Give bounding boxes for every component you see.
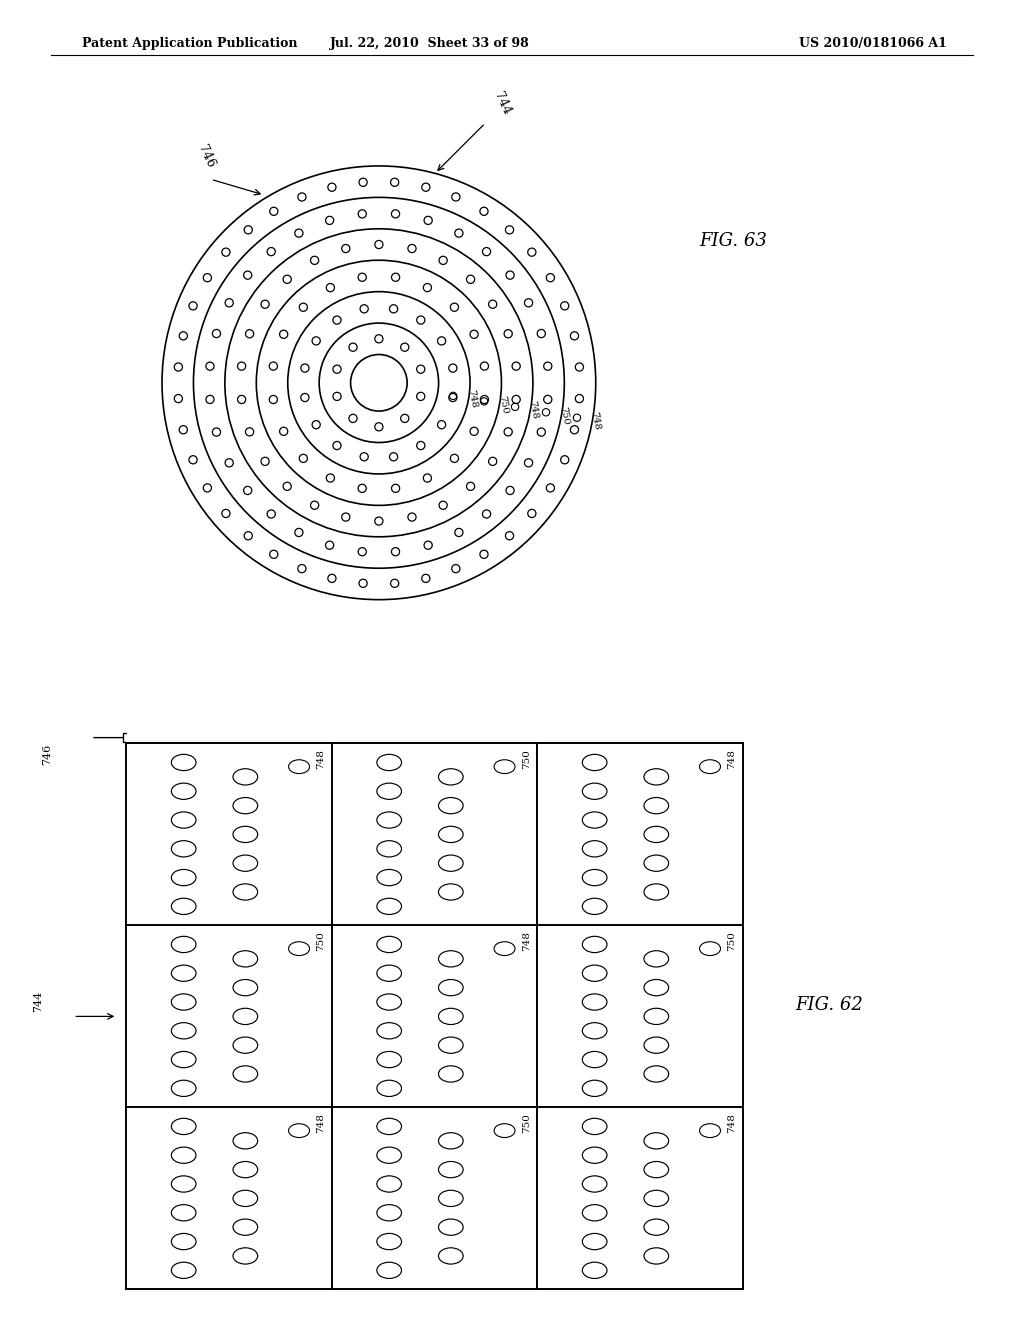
Text: Jul. 22, 2010  Sheet 33 of 98: Jul. 22, 2010 Sheet 33 of 98 <box>330 37 530 50</box>
Text: FIG. 62: FIG. 62 <box>796 995 863 1014</box>
Text: 750: 750 <box>522 1113 531 1133</box>
Bar <box>126 743 742 1290</box>
Text: 750: 750 <box>497 395 509 414</box>
Text: 746: 746 <box>42 743 52 764</box>
Text: 748: 748 <box>316 1113 326 1133</box>
Text: FIG. 63: FIG. 63 <box>699 232 767 251</box>
Text: 750: 750 <box>522 750 531 770</box>
Text: 746: 746 <box>195 143 217 170</box>
Text: 744: 744 <box>492 90 513 116</box>
Text: 748: 748 <box>590 411 602 430</box>
Text: 748: 748 <box>522 931 531 952</box>
Text: 748: 748 <box>727 1113 736 1133</box>
Text: 750: 750 <box>558 405 570 425</box>
Text: 744: 744 <box>33 991 43 1012</box>
Text: 748: 748 <box>527 400 540 420</box>
Text: 750: 750 <box>316 931 326 952</box>
Text: 748: 748 <box>727 750 736 770</box>
Text: Patent Application Publication: Patent Application Publication <box>82 37 297 50</box>
Text: 748: 748 <box>466 389 478 409</box>
Text: 748: 748 <box>316 750 326 770</box>
Text: 750: 750 <box>727 931 736 952</box>
Text: US 2010/0181066 A1: US 2010/0181066 A1 <box>799 37 946 50</box>
